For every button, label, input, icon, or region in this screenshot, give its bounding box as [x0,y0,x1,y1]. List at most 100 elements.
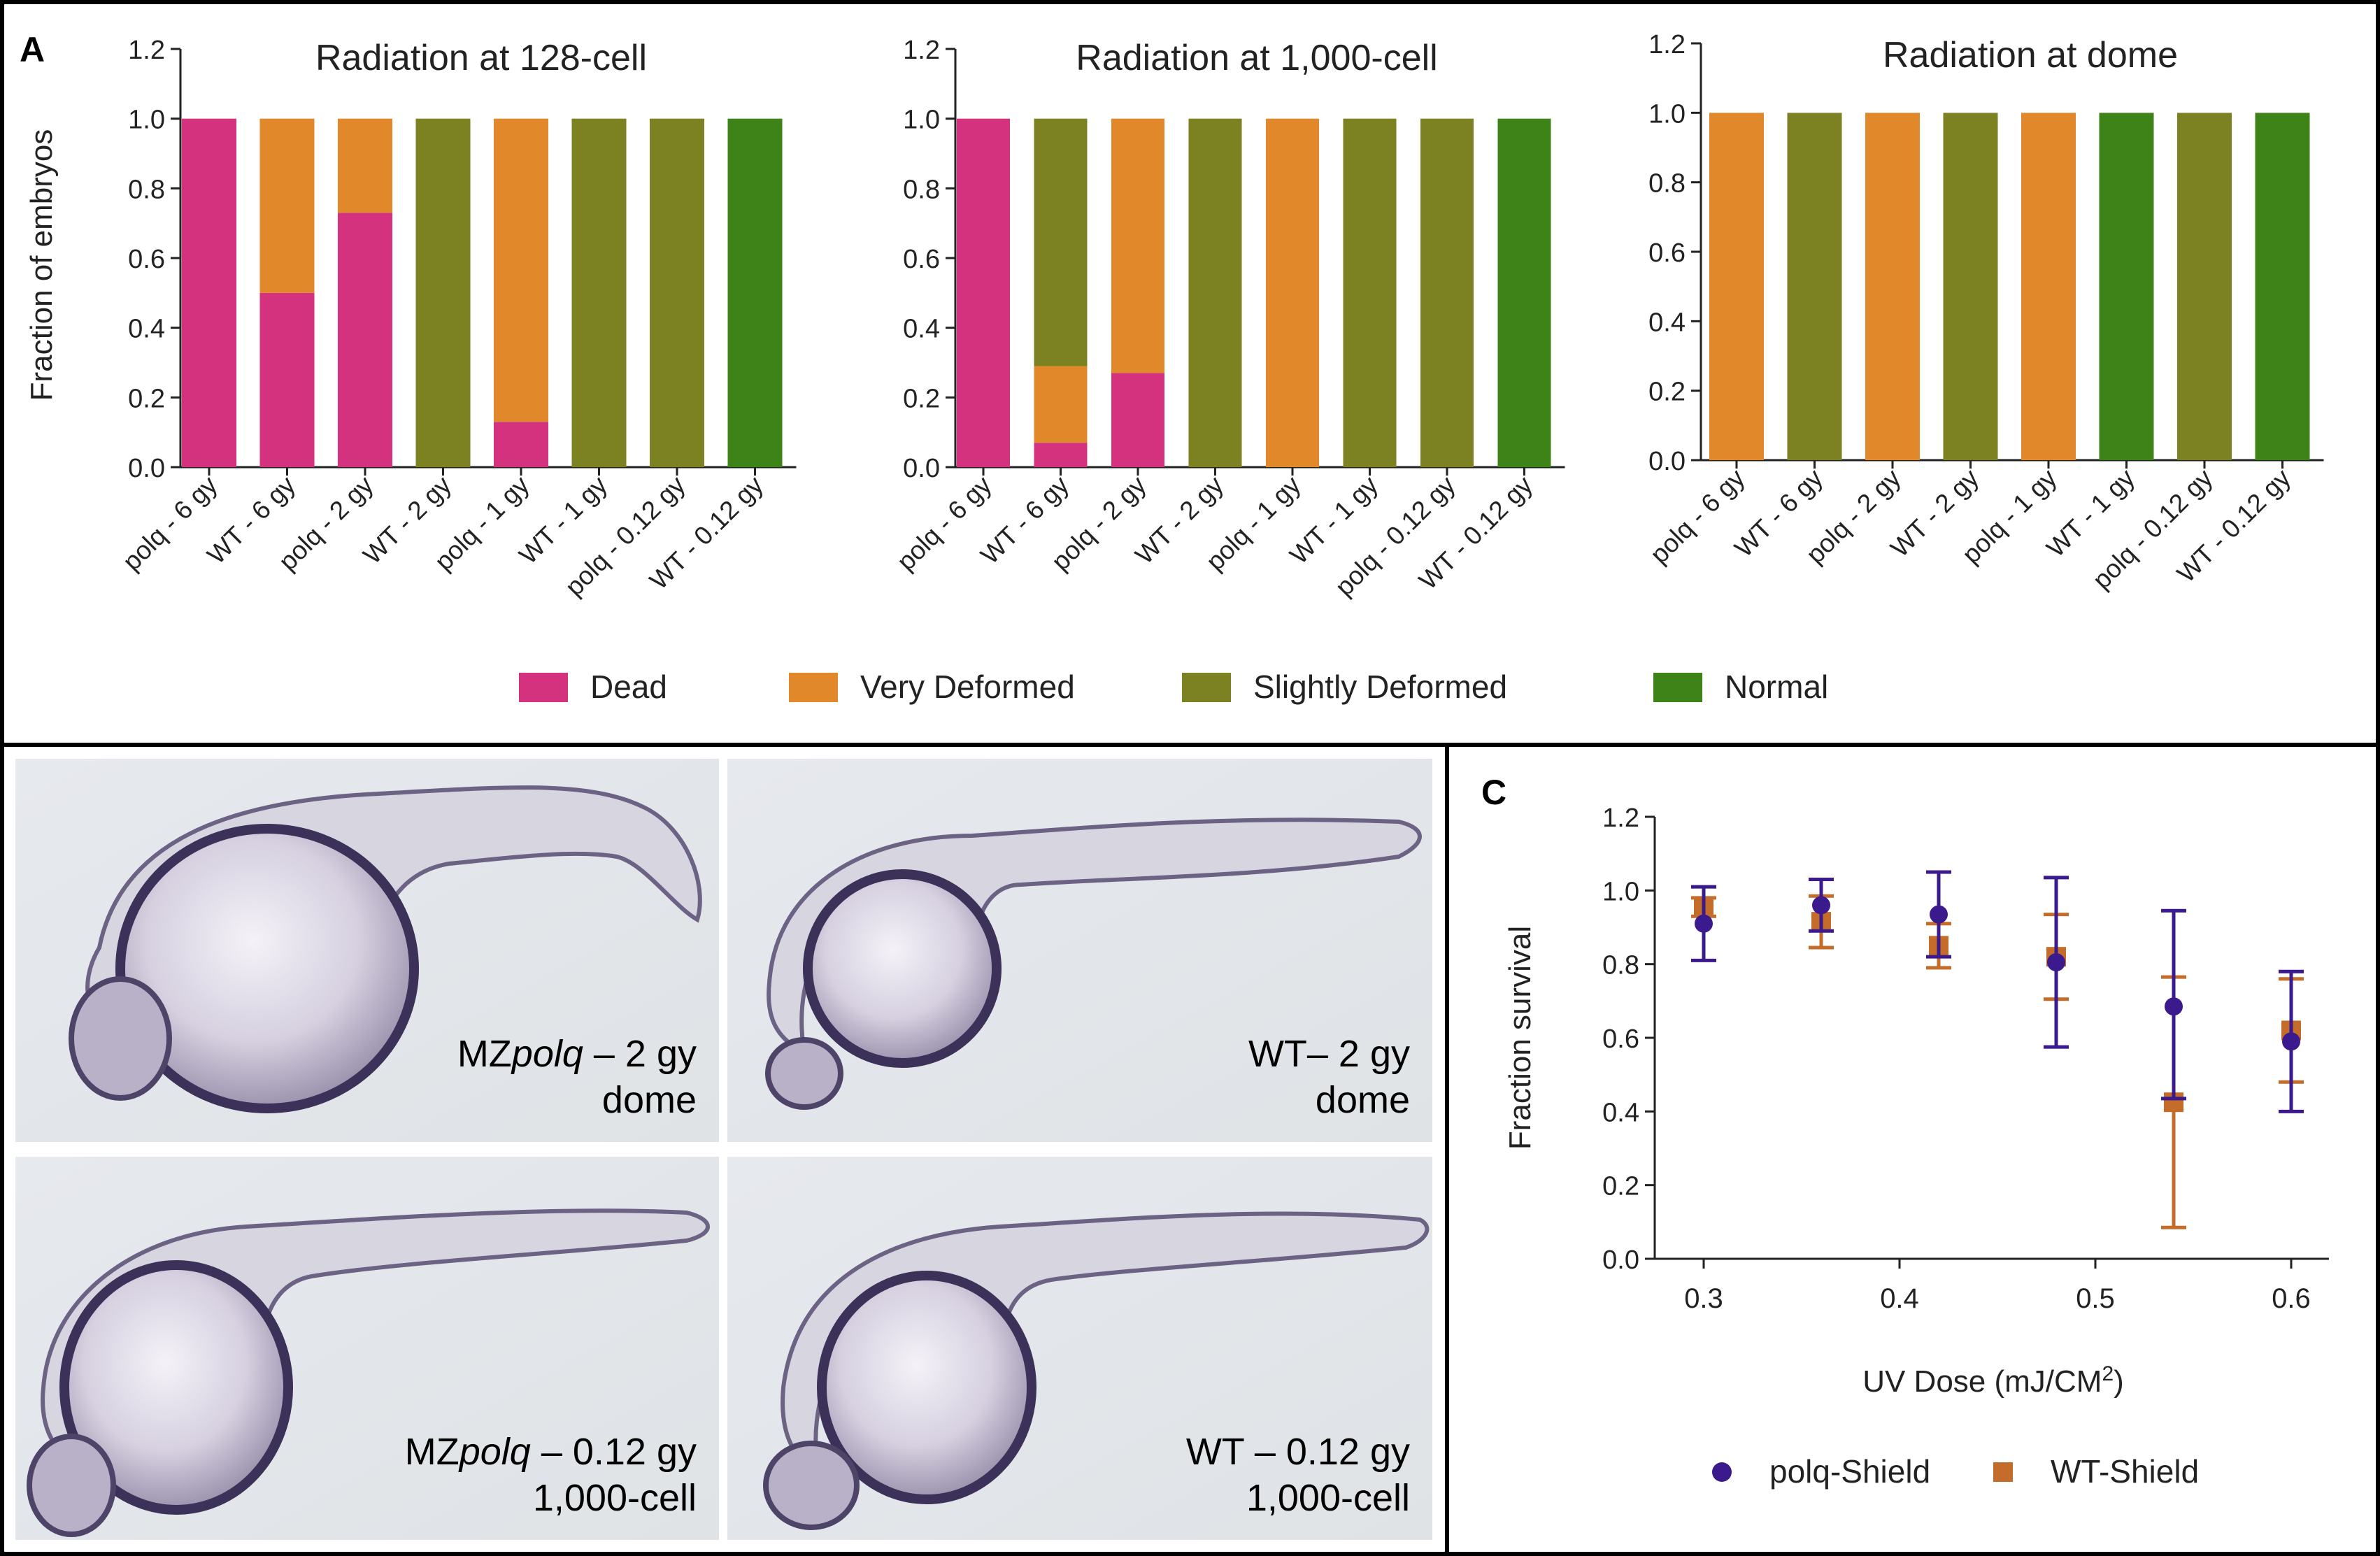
bar-slightly-deformed [1943,113,1998,461]
x-tick-label: 0.6 [2272,1283,2311,1314]
bar-slightly-deformed [415,118,471,467]
bar-normal [2099,113,2154,461]
x-tick-label: 0.3 [1684,1283,1723,1314]
scatter-chart-uv-survival: 0.0 0.2 0.4 0.6 0.8 1.0 1.2 0.3 0.4 0.5 0.6 Fractio… [1503,804,2329,1490]
photo-sublabel: 1,000-cell [1246,1477,1410,1519]
x-axis-label-end: ) [2114,1364,2124,1399]
photo-label: WT – 0.12 gy [1186,1431,1410,1473]
panel-letter-c: C [1481,773,1506,812]
bar-slightly-deformed [2177,113,2232,461]
bar-chart-dome: 0.0 0.2 0.4 0.6 0.8 1.0 1.2 Radiation at dome po… [1644,30,2324,594]
bar-slightly-deformed [571,118,627,467]
y-tick-label: 0.0 [1602,1245,1639,1275]
point-polq-shield [1812,896,1830,915]
photo-label-prefix: MZ [457,1033,512,1075]
y-tick-label: 0.2 [903,384,940,413]
bar-dead [494,422,548,467]
point-polq-shield [2165,997,2183,1016]
y-tick-label: 0.8 [1648,169,1686,199]
embryo-yolk [59,1260,293,1515]
bar-very-deformed [2021,113,2076,461]
embryo-yolk [817,1271,1036,1504]
y-tick-label: 0.4 [1602,1098,1639,1127]
legend-a: Dead Very Deformed Slightly Deformed Normal [519,669,1828,705]
bar-normal [1497,118,1551,467]
x-tick-label: 0.4 [1880,1283,1919,1314]
bar-chart-1000-cell: 0.0 0.2 0.4 0.6 0.8 1.0 1.2 Radiation at 1,000-… [891,36,1565,601]
photo-label-rest: – 0.12 gy [531,1431,697,1473]
y-tick-label: 0.2 [1602,1172,1639,1201]
y-tick-label: 1.0 [128,106,165,135]
bar-dead [338,213,392,467]
y-tick-label: 0.4 [1648,308,1686,337]
bar-dead [957,118,1010,467]
legend-label: Slightly Deformed [1253,669,1507,705]
chart-title: Radiation at dome [1883,35,2178,76]
legend-label: Very Deformed [860,669,1075,705]
photo-label-prefix: MZ [405,1431,459,1473]
photo-label: MZpolq – 2 gy [457,1033,697,1075]
x-tick-label: polq - 6 gy [117,470,223,576]
bar-chart-128-cell: 0.0 0.2 0.4 0.6 0.8 1.0 1.2 Radiation at 128-ce… [24,36,797,601]
x-axis-label: UV Dose (mJ/CM2) [1862,1362,2124,1399]
chart-title: Radiation at 128-cell [315,38,647,78]
y-tick-label: 1.2 [1602,804,1639,833]
point-polq-shield [2282,1032,2300,1051]
legend-marker-wt [1993,1462,2013,1482]
embryo-eye [69,976,172,1101]
bar-very-deformed [1709,113,1764,461]
embryo-eye [763,1441,860,1530]
embryo-yolk [803,869,1002,1068]
bar-slightly-deformed [650,118,704,467]
bar-very-deformed [338,118,392,213]
legend-label-wt: WT-Shield [2051,1453,2199,1490]
photo-label-italic: polq [458,1431,531,1473]
y-axis-label: Fraction survival [1503,926,1537,1150]
legend-swatch [1182,673,1231,702]
embryo-photo-4: WT – 0.12 gy1,000-cell [727,1157,1432,1540]
photo-sublabel: dome [1316,1079,1410,1121]
legend-marker-polq [1712,1462,1732,1482]
photo-label-rest: WT– 2 gy [1248,1033,1410,1075]
bar-slightly-deformed [1420,118,1474,467]
y-tick-label: 0.8 [903,175,940,204]
y-tick-label: 0.2 [128,384,165,413]
bar-very-deformed [1865,113,1920,461]
y-tick-label: 1.2 [128,36,165,65]
legend-label-polq: polq-Shield [1769,1453,1930,1490]
bar-very-deformed [1111,118,1164,373]
y-tick-label: 1.2 [903,36,940,65]
y-tick-label: 0.8 [1602,951,1639,980]
y-tick-label: 1.0 [903,106,940,135]
bar-very-deformed [1266,118,1319,467]
y-tick-label: 0.6 [1602,1025,1639,1054]
point-polq-shield [2047,953,2065,972]
bar-very-deformed [259,118,315,293]
legend-swatch [789,673,838,702]
y-tick-label: 0.4 [903,315,940,344]
embryo-photo-3: MZpolq – 0.12 gy1,000-cell [15,1157,719,1540]
panel-c-frame [1445,743,2380,1556]
legend-label: Normal [1725,669,1828,705]
y-tick-label: 1.2 [1648,30,1686,59]
photo-label: WT– 2 gy [1248,1033,1410,1075]
bar-dead [182,118,236,467]
bar-dead [259,292,315,467]
x-axis-label-main: UV Dose (mJ/CM [1862,1364,2102,1399]
embryo-yolk [115,824,419,1113]
bar-slightly-deformed [1188,118,1242,467]
point-polq-shield [1930,905,1948,924]
embryo-eye [765,1037,843,1110]
x-axis-label-sup: 2 [2102,1362,2114,1385]
y-tick-label: 0.8 [128,175,165,204]
bar-slightly-deformed [1343,118,1397,467]
y-tick-label: 1.0 [1602,877,1639,906]
chart-title: Radiation at 1,000-cell [1076,38,1437,78]
photo-label-italic: polq [511,1033,583,1075]
y-tick-label: 0.6 [903,245,940,274]
x-tick-label: 0.5 [2076,1283,2115,1314]
bar-normal [2255,113,2310,461]
